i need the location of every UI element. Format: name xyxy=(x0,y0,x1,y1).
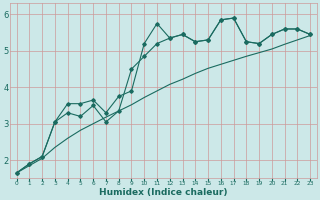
X-axis label: Humidex (Indice chaleur): Humidex (Indice chaleur) xyxy=(99,188,228,197)
